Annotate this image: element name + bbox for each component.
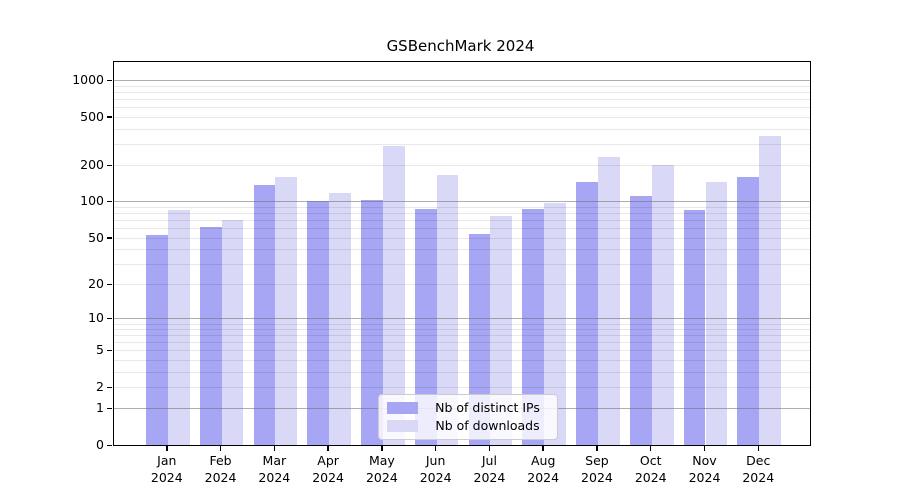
- legend-entry-downloads: Nb of downloads: [386, 418, 549, 433]
- y-tick-mark: [107, 116, 112, 118]
- x-tick-mark: [703, 446, 706, 451]
- x-tick-label-mar: Mar 2024: [258, 453, 291, 485]
- bar-downloads-mar: [275, 176, 298, 445]
- bar-downloads-may: [382, 145, 405, 445]
- x-tick-label-jul: Jul 2024: [473, 453, 506, 485]
- bar-distinct-ips-apr: [307, 201, 330, 445]
- x-tick-label-nov: Nov 2024: [688, 453, 721, 485]
- x-tick-mark: [434, 446, 437, 451]
- x-tick-label-dec: Dec 2024: [742, 453, 775, 485]
- legend-label-distinct-ips: Nb of distinct IPs: [435, 400, 540, 415]
- legend: Nb of distinct IPs Nb of downloads: [377, 394, 558, 440]
- x-tick-label-apr: Apr 2024: [312, 453, 345, 485]
- bar-distinct-ips-dec: [737, 176, 760, 445]
- y-tick-label: 2: [96, 379, 104, 395]
- y-tick-label: 10: [88, 310, 104, 326]
- y-tick-label: 200: [80, 157, 104, 173]
- bar-downloads-jan: [167, 209, 190, 445]
- x-tick-label-may: May 2024: [365, 453, 398, 485]
- y-tick-mark: [107, 164, 112, 167]
- bar-distinct-ips-sep: [576, 182, 598, 445]
- bar-downloads-apr: [329, 192, 351, 445]
- bar-distinct-ips-jun: [414, 209, 437, 445]
- x-tick-label-sep: Sep 2024: [581, 453, 613, 485]
- bar-downloads-oct: [651, 165, 674, 445]
- bar-downloads-dec: [759, 135, 782, 445]
- x-tick-mark: [649, 446, 652, 451]
- chart-title: GSBenchMark 2024: [386, 37, 535, 55]
- y-tick-label: 1000: [72, 72, 104, 88]
- y-tick-mark: [107, 386, 112, 389]
- y-tick-label: 5: [96, 342, 104, 358]
- bar-downloads-feb: [221, 220, 244, 445]
- bars-layer: [114, 62, 810, 445]
- bar-distinct-ips-jan: [146, 234, 168, 445]
- y-tick-mark: [107, 200, 112, 203]
- y-tick-mark: [107, 317, 112, 320]
- y-tick-label: 1: [96, 400, 104, 416]
- x-tick-mark: [757, 446, 760, 451]
- legend-swatch-downloads-icon: [386, 420, 418, 432]
- y-tick-mark: [107, 444, 112, 446]
- x-tick-label-aug: Aug 2024: [527, 453, 560, 485]
- y-tick-label: 50: [88, 229, 104, 245]
- bar-downloads-aug: [544, 203, 566, 445]
- bar-distinct-ips-jul: [468, 233, 491, 445]
- bar-downloads-nov: [705, 182, 728, 445]
- y-tick-label: 100: [80, 193, 104, 209]
- x-tick-mark: [381, 446, 383, 451]
- legend-entry-distinct-ips: Nb of distinct IPs: [386, 400, 549, 415]
- bar-distinct-ips-oct: [629, 196, 652, 445]
- y-tick-label: 0: [96, 437, 104, 452]
- bar-downloads-sep: [597, 156, 620, 445]
- x-tick-mark: [488, 446, 491, 451]
- x-tick-mark: [166, 446, 168, 451]
- bar-distinct-ips-may: [361, 200, 383, 445]
- y-tick-label: 500: [80, 108, 104, 124]
- y-tick-mark: [107, 79, 112, 82]
- y-tick-mark: [107, 407, 112, 410]
- legend-swatch-distinct-ips-icon: [386, 402, 418, 414]
- bar-downloads-jul: [490, 215, 513, 445]
- plot-area: Nb of distinct IPs Nb of downloads: [112, 61, 811, 446]
- x-tick-label-jan: Jan 2024: [150, 453, 183, 485]
- x-tick-mark: [273, 446, 276, 451]
- x-tick-mark: [596, 446, 598, 451]
- y-tick-label: 20: [88, 276, 104, 292]
- x-tick-label-oct: Oct 2024: [634, 453, 667, 485]
- bar-distinct-ips-mar: [253, 184, 276, 445]
- legend-label-downloads: Nb of downloads: [435, 418, 540, 433]
- y-tick-mark: [107, 237, 112, 239]
- x-tick-label-jun: Jun 2024: [419, 453, 452, 485]
- y-tick-mark: [107, 349, 112, 352]
- y-tick-mark: [107, 283, 112, 286]
- x-tick-mark: [542, 446, 544, 451]
- x-tick-mark: [327, 446, 329, 451]
- bar-distinct-ips-aug: [522, 208, 545, 445]
- x-tick-label-feb: Feb 2024: [204, 453, 237, 485]
- x-tick-mark: [219, 446, 222, 451]
- bar-downloads-jun: [436, 175, 459, 445]
- bar-distinct-ips-feb: [199, 227, 222, 445]
- bar-distinct-ips-nov: [683, 209, 706, 445]
